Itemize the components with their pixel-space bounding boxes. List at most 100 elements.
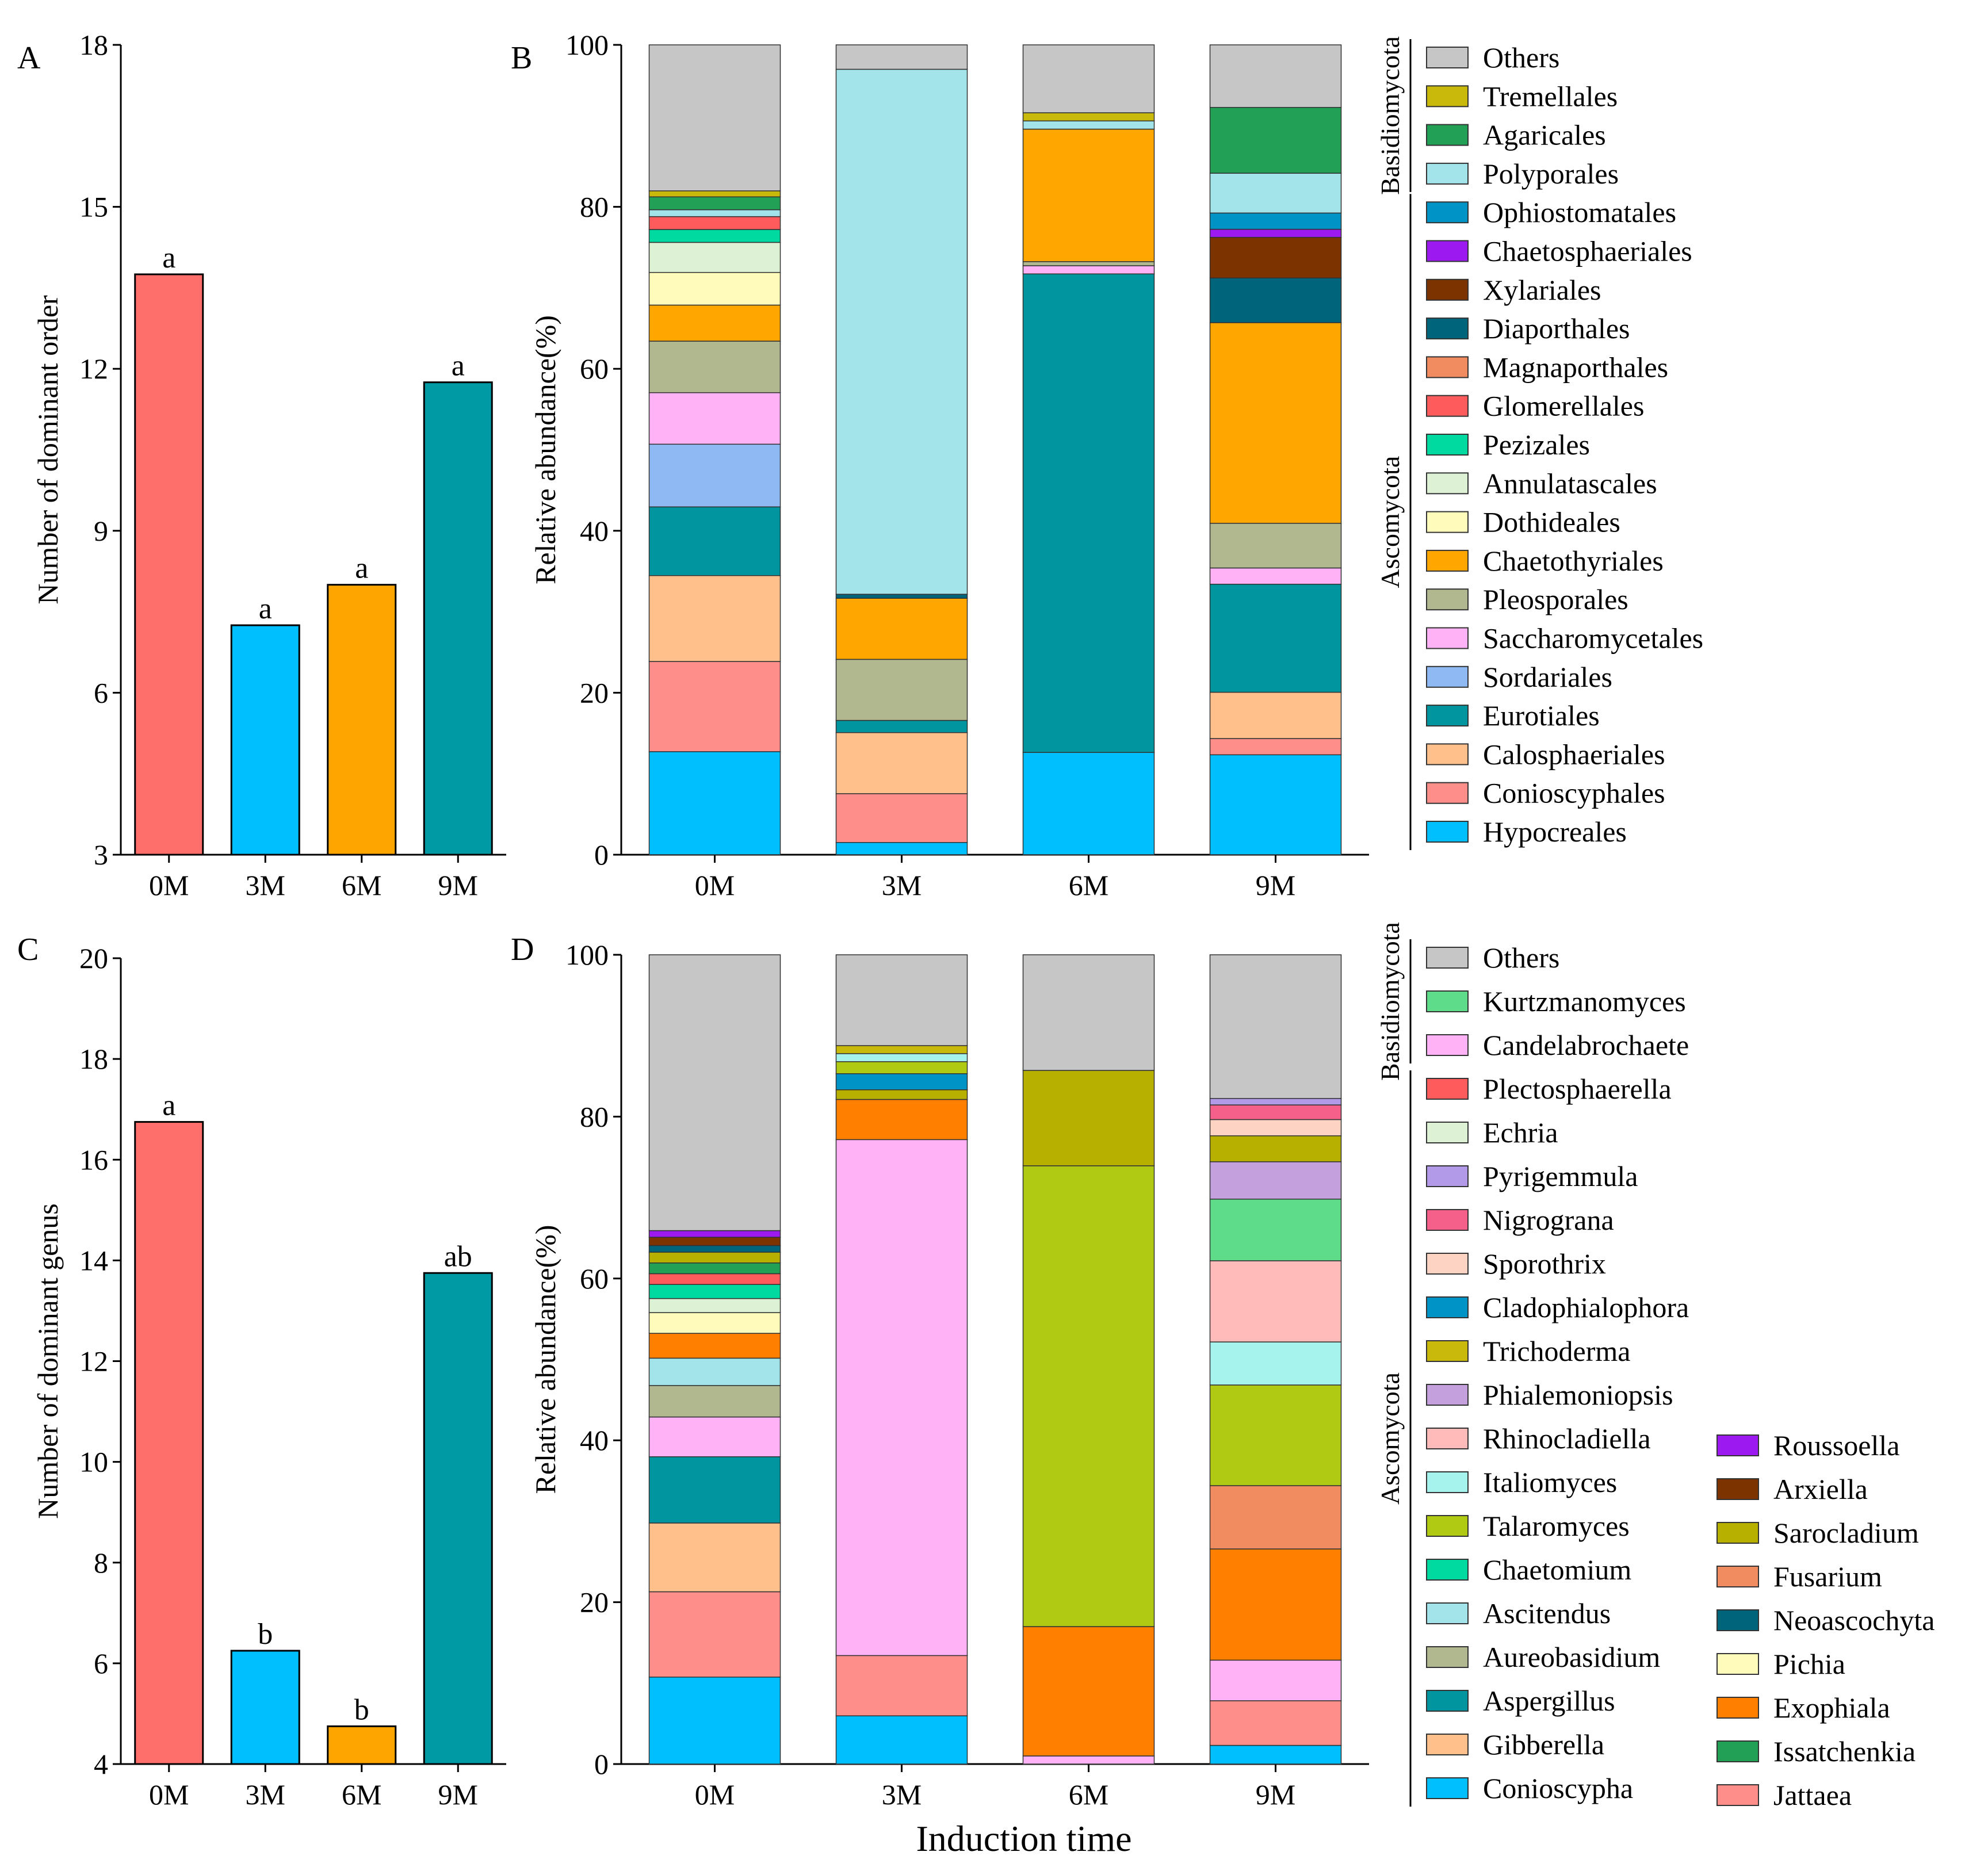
segment-Pichia-9M <box>1209 1659 1342 1701</box>
y-tick-label: 3 <box>94 839 108 871</box>
legend-swatch-Others <box>1426 47 1469 68</box>
phylum-label-Ascomycota: Ascomycota <box>1375 456 1405 588</box>
y-tick-label: 0 <box>594 839 609 871</box>
y-tick-label: 15 <box>79 191 108 223</box>
legend-label-Agaricales: Agaricales <box>1483 119 1606 151</box>
y-axis-title: Number of dominant genus <box>32 1203 64 1519</box>
legend-label-Ascitendus: Ascitendus <box>1483 1597 1611 1629</box>
y-tick-label: 10 <box>79 1446 108 1478</box>
x-tick-label: 3M <box>882 1778 922 1811</box>
legend-label-Others: Others <box>1483 942 1559 974</box>
y-tick-label: 18 <box>79 1043 108 1075</box>
y-tick-label: 9 <box>94 515 108 547</box>
legend-label-Talaromyces: Talaromyces <box>1483 1510 1630 1542</box>
legend-swatch-Neoascochyta <box>1716 1609 1759 1631</box>
y-tick-label: 100 <box>565 29 609 61</box>
panel-B: 0 20 40 60 80 100 0M 3M 6M 9M Relative abundance(%… <box>511 29 1369 901</box>
segment-Jattaea-0M <box>648 1591 781 1678</box>
legend-swatch-Pleosporales <box>1426 588 1469 611</box>
segment-Arxiella-0M <box>648 1237 781 1246</box>
legend-label-Calosphaeriales: Calosphaeriales <box>1483 738 1665 770</box>
y-tick-label: 6 <box>94 676 108 709</box>
segment-Calosphaeriales-9M <box>1209 691 1342 739</box>
legend-swatch-Chaetosphaeriales <box>1426 240 1469 262</box>
segment-Sporothrix-9M <box>1209 1119 1342 1137</box>
segment-Calosphaeriales-0M <box>648 575 781 662</box>
segment-Ophiostomatales-9M <box>1209 212 1342 230</box>
legend-swatch-Others <box>1426 947 1469 969</box>
legend-label-Hypocreales: Hypocreales <box>1483 816 1627 848</box>
legend-label-Conioscyphales: Conioscyphales <box>1483 777 1665 809</box>
legend-label-Gibberella: Gibberella <box>1483 1728 1604 1761</box>
segment-Eurotiales-9M <box>1209 583 1342 693</box>
x-tick-label: 6M <box>1069 1778 1108 1811</box>
segment-Aspergillus-0M <box>648 1456 781 1524</box>
legend-swatch-Pezizales <box>1426 434 1469 456</box>
legend-swatch-Gibberella <box>1426 1734 1469 1755</box>
legend-label-Pichia: Pichia <box>1773 1648 1845 1680</box>
legend-label-Arxiella: Arxiella <box>1773 1473 1868 1505</box>
legend-D: Others Kurtzmanomyces Candelabrochaete Plec… <box>1375 922 1935 1811</box>
segment-Jattaea-9M <box>1209 1700 1342 1746</box>
x-tick-label: 9M <box>438 869 478 901</box>
segment-Eurotiales-0M <box>648 506 781 576</box>
legend-label-Eurotiales: Eurotiales <box>1483 699 1600 732</box>
legend-swatch-Chaetomium <box>1426 1559 1469 1581</box>
segment-Exophiala-9M <box>1209 1548 1342 1661</box>
panel-label: A <box>17 40 41 76</box>
legend-swatch-Talaromyces <box>1426 1515 1469 1537</box>
y-tick-label: 40 <box>580 515 609 547</box>
y-axis-title: Relative abundance(%) <box>529 1225 561 1494</box>
legend-swatch-Eurotiales <box>1426 705 1469 727</box>
legend-swatch-Xylariales <box>1426 278 1469 301</box>
legend-swatch-Italiomyces <box>1426 1471 1469 1493</box>
segment-Phialemoniopsis-9M <box>1209 1161 1342 1200</box>
legend-label-Ophiostomatales: Ophiostomatales <box>1483 196 1676 228</box>
segment-Chaetothyriales-6M <box>1022 128 1155 262</box>
legend-label-Aureobasidium: Aureobasidium <box>1483 1641 1660 1673</box>
panel-D: 0 20 40 60 80 100 0M 3M 6M 9M Relative abundance(%… <box>511 932 1369 1811</box>
legend-label-Sordariales: Sordariales <box>1483 661 1612 693</box>
segment-Polyporales-6M <box>1022 120 1155 130</box>
segment-Plectosphaerella-0M <box>648 1273 781 1285</box>
x-tick-label: 0M <box>695 869 735 901</box>
bar-significance-label: a <box>355 552 368 585</box>
segment-Conioscypha-3M <box>835 1715 968 1765</box>
y-tick-label: 12 <box>79 353 108 385</box>
panel-label: C <box>17 932 39 967</box>
legend-label-Neoascochyta: Neoascochyta <box>1773 1604 1935 1636</box>
legend-swatch-Diaporthales <box>1426 317 1469 340</box>
legend-label-Kurtzmanomyces: Kurtzmanomyces <box>1483 985 1686 1017</box>
segment-Neoascochyta-0M <box>648 1245 781 1253</box>
legend-label-Rhinocladiella: Rhinocladiella <box>1483 1422 1651 1455</box>
legend-swatch-Dothideales <box>1426 511 1469 533</box>
segment-Talaromyces-9M <box>1209 1384 1342 1486</box>
segment-Dothideales-0M <box>648 1312 781 1334</box>
y-tick-label: 0 <box>594 1748 609 1780</box>
segment-Hypocreales-0M <box>648 751 781 855</box>
segment-Rhinocladiella-9M <box>1209 1260 1342 1342</box>
bar-6M <box>327 584 397 856</box>
y-tick-label: 8 <box>94 1547 108 1579</box>
bar-significance-label: b <box>258 1618 273 1651</box>
segment-Roussoella-0M <box>648 1230 781 1238</box>
legend-label-Chaetosphaeriales: Chaetosphaeriales <box>1483 235 1692 267</box>
legend-label-Echria: Echria <box>1483 1116 1558 1149</box>
legend-swatch-Ophiostomatales <box>1426 201 1469 224</box>
panel-label: B <box>511 40 532 76</box>
segment-Conioscyphales-3M <box>835 793 968 843</box>
legend-swatch-Phialemoniopsis <box>1426 1384 1469 1406</box>
segment-Chaetothyriales-0M <box>648 304 781 342</box>
legend-label-Cladophialophora: Cladophialophora <box>1483 1291 1689 1323</box>
segment-Tremellales-0M <box>648 190 781 198</box>
segment-Agaricales-9M <box>1209 106 1342 174</box>
legend-swatch-Arxiella <box>1716 1478 1759 1500</box>
bar-significance-label: a <box>259 592 272 625</box>
y-tick-label: 20 <box>580 1586 609 1619</box>
legend-swatch-Calosphaeriales <box>1426 743 1469 766</box>
legend-swatch-Sordariales <box>1426 665 1469 688</box>
segment-Gibberella-0M <box>648 1522 781 1593</box>
legend-swatch-Annulatascales <box>1426 472 1469 495</box>
segment-Aureobasidium-0M <box>648 1385 781 1418</box>
panel-label: D <box>511 932 534 967</box>
